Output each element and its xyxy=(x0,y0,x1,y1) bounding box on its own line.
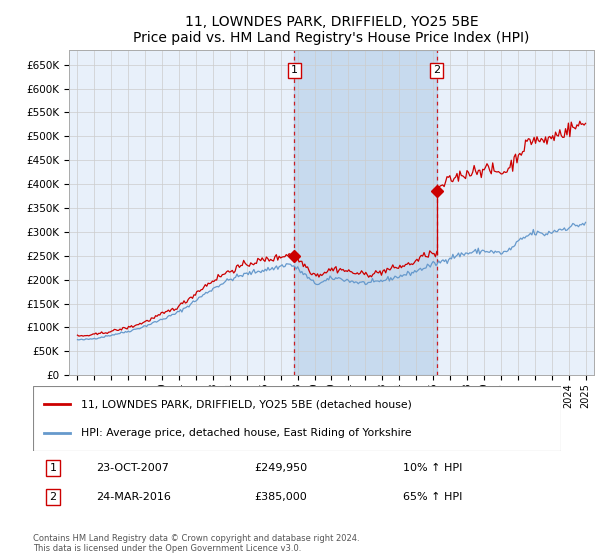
Text: Contains HM Land Registry data © Crown copyright and database right 2024.
This d: Contains HM Land Registry data © Crown c… xyxy=(33,534,359,553)
Text: 23-OCT-2007: 23-OCT-2007 xyxy=(97,463,169,473)
Text: 65% ↑ HPI: 65% ↑ HPI xyxy=(403,492,462,502)
Text: £385,000: £385,000 xyxy=(255,492,308,502)
Bar xyxy=(294,50,437,375)
Text: £249,950: £249,950 xyxy=(255,463,308,473)
Text: 2: 2 xyxy=(433,66,440,76)
Text: 11, LOWNDES PARK, DRIFFIELD, YO25 5BE (detached house): 11, LOWNDES PARK, DRIFFIELD, YO25 5BE (d… xyxy=(80,399,412,409)
Text: 1: 1 xyxy=(50,463,56,473)
Text: 1: 1 xyxy=(291,66,298,76)
Text: 10% ↑ HPI: 10% ↑ HPI xyxy=(403,463,462,473)
Title: 11, LOWNDES PARK, DRIFFIELD, YO25 5BE
Price paid vs. HM Land Registry's House Pr: 11, LOWNDES PARK, DRIFFIELD, YO25 5BE Pr… xyxy=(133,15,530,45)
Text: 24-MAR-2016: 24-MAR-2016 xyxy=(97,492,171,502)
Text: 2: 2 xyxy=(50,492,56,502)
Text: HPI: Average price, detached house, East Riding of Yorkshire: HPI: Average price, detached house, East… xyxy=(80,428,411,438)
FancyBboxPatch shape xyxy=(33,386,561,451)
